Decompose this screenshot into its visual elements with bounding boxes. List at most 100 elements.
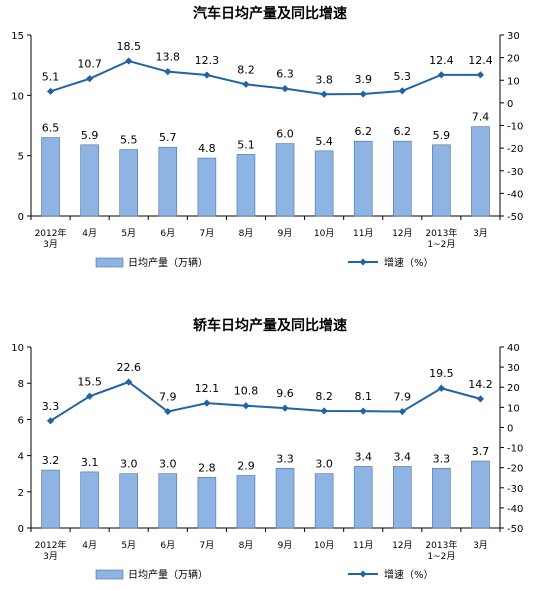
line-point xyxy=(86,392,94,400)
left-tick-label: 15 xyxy=(11,31,24,42)
x-tick-label: 3月 xyxy=(43,551,58,562)
bar xyxy=(353,140,373,217)
left-tick-label: 8 xyxy=(18,379,24,390)
line-point xyxy=(86,75,94,83)
x-tick-label: 3月 xyxy=(43,239,58,250)
line-point xyxy=(281,404,289,412)
line-point xyxy=(398,407,406,416)
bar xyxy=(314,150,334,217)
line-point xyxy=(242,80,250,88)
legend-bar-swatch xyxy=(95,257,124,268)
line-data-label: 15.5 xyxy=(77,375,102,388)
x-tick-label: 7月 xyxy=(200,228,215,239)
line-point xyxy=(281,85,289,93)
line-data-label: 3.9 xyxy=(354,73,372,86)
bar xyxy=(393,466,412,529)
legend-bar-label: 日均产量（万辆） xyxy=(128,256,208,269)
line-point xyxy=(46,417,55,425)
right-tick-label: 20 xyxy=(507,383,520,394)
x-tick-label: 4月 xyxy=(82,540,97,551)
line-data-label: 8.2 xyxy=(237,63,255,76)
growth-line xyxy=(50,380,481,422)
x-tick-label: 10月 xyxy=(314,540,334,551)
line-data-label: 10.8 xyxy=(234,385,259,398)
bar xyxy=(236,475,256,529)
legend-line-marker xyxy=(359,258,367,266)
chart-2: 轿车日均产量及同比增速 0 2 4 6 8 10 40 30 20 10 0 -10 -20 -30 -40 -… xyxy=(11,317,523,581)
line-data-label: 12.4 xyxy=(429,54,454,67)
line-data-label: 12.4 xyxy=(468,54,493,67)
x-tick-label: 6月 xyxy=(160,228,175,239)
left-tick-label: 4 xyxy=(18,452,24,463)
line-data-label: 9.6 xyxy=(276,387,294,400)
line-point xyxy=(46,87,55,95)
x-tick-label: 9月 xyxy=(278,228,293,239)
left-tick-label: 5 xyxy=(18,152,24,163)
bar xyxy=(275,143,295,217)
bar xyxy=(353,466,373,529)
legend-line-label: 增速（%） xyxy=(384,568,434,581)
x-tick-label: 2013年 xyxy=(425,539,457,551)
line-point xyxy=(125,378,133,386)
x-tick-label: 1~2月 xyxy=(427,239,455,250)
line-data-label: 3.3 xyxy=(42,400,60,413)
left-tick-label: 0 xyxy=(18,212,24,223)
bar-data-label: 5.7 xyxy=(159,131,177,144)
left-tick-label: 2 xyxy=(18,488,24,499)
line-point xyxy=(242,402,250,410)
x-tick-label: 2012年 xyxy=(35,539,67,551)
x-tick-label: 8月 xyxy=(239,228,254,239)
line-data-label: 12.1 xyxy=(195,382,220,395)
x-tick-label: 7月 xyxy=(200,540,215,551)
right-tick-label: 30 xyxy=(507,363,520,374)
line-point xyxy=(125,57,133,65)
bar-data-label: 5.5 xyxy=(120,134,138,147)
bar-data-label: 3.0 xyxy=(315,458,333,471)
bar xyxy=(158,146,178,217)
x-tick-label: 3月 xyxy=(473,540,488,551)
line-data-label: 3.8 xyxy=(315,73,333,86)
line-point xyxy=(203,399,211,407)
legend-bar-swatch xyxy=(95,569,124,580)
line-point xyxy=(164,407,172,416)
bar xyxy=(314,473,334,529)
right-tick-label: -30 xyxy=(507,167,523,178)
bar-data-label: 4.8 xyxy=(198,142,216,155)
bar-data-label: 5.1 xyxy=(237,138,255,151)
legend: 日均产量（万辆） 增速（%） xyxy=(95,568,434,581)
bar xyxy=(236,154,256,217)
bar-data-label: 2.8 xyxy=(198,461,216,474)
bar-data-label: 2.9 xyxy=(237,460,255,473)
x-tick-label: 11月 xyxy=(353,228,373,239)
line-data-label: 14.2 xyxy=(468,378,493,391)
chart-title: 汽车日均产量及同比增速 xyxy=(193,5,347,22)
line-point xyxy=(359,90,367,98)
line-data-label: 19.5 xyxy=(429,367,454,380)
chart-title: 轿车日均产量及同比增速 xyxy=(193,317,347,334)
line-data-label: 8.1 xyxy=(354,390,372,403)
bar-data-label: 3.4 xyxy=(394,450,412,463)
line-point xyxy=(437,384,445,392)
bar-data-label: 3.3 xyxy=(433,452,451,465)
right-tick-label: 30 xyxy=(507,31,520,42)
x-tick-label: 6月 xyxy=(160,540,175,551)
x-tick-label: 5月 xyxy=(121,228,136,239)
bar xyxy=(41,469,60,529)
x-tick-label: 9月 xyxy=(278,540,293,551)
x-tick-label: 1~2月 xyxy=(427,551,455,562)
line-data-label: 18.5 xyxy=(116,40,141,53)
x-tick-label: 12月 xyxy=(392,228,412,239)
x-tick-label: 10月 xyxy=(314,228,334,239)
bar-data-label: 3.2 xyxy=(42,454,60,467)
chart-1: 汽车日均产量及同比增速 0 5 10 15 30 20 10 0 -10 -20 -30 -40 -50 2… xyxy=(11,5,523,269)
growth-line xyxy=(50,59,481,96)
bar-data-label: 3.4 xyxy=(354,450,372,463)
legend-line-marker xyxy=(359,570,367,578)
bar-data-label: 6.5 xyxy=(42,122,60,135)
right-tick-label: -50 xyxy=(507,524,523,535)
right-tick-label: -50 xyxy=(507,212,523,223)
bar-data-label: 5.9 xyxy=(81,129,99,142)
x-tick-label: 2013年 xyxy=(425,227,457,239)
bar xyxy=(41,137,60,217)
line-point xyxy=(398,87,406,95)
